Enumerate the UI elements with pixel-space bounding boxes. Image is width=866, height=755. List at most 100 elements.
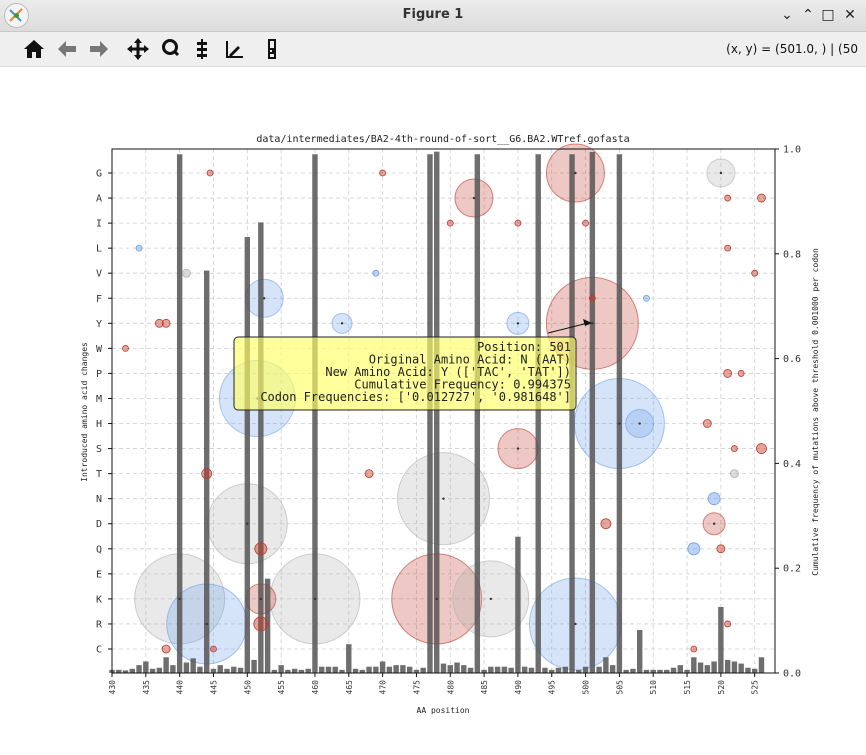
frequency-bar [731, 661, 738, 673]
frequency-bar [623, 669, 629, 673]
close-icon[interactable]: ✕ [844, 7, 856, 23]
x-tick-label: 455 [277, 680, 286, 695]
frequency-bar [244, 237, 251, 674]
y-axis-ticks: G A I L V F Y W P M H S T N D Q E K R C [96, 169, 112, 656]
annotation-arrow [547, 322, 589, 334]
x-tick-label: 500 [582, 680, 591, 695]
frequency-bar [406, 666, 413, 673]
frequency-bar [474, 154, 481, 674]
mutation-dot [643, 294, 650, 302]
frequency-bar [129, 668, 136, 673]
x-tick-label: 515 [683, 680, 692, 695]
chart-title: data/intermediates/BA2-4th-round-of-sort… [256, 134, 629, 145]
coords-readout: (x, y) = (501.0, ) | (50 [726, 42, 858, 56]
frequency-bar [521, 666, 528, 673]
app-icon [4, 3, 29, 28]
mutation-dot [364, 469, 374, 479]
mutation-dot [446, 219, 454, 227]
mutation-dot [751, 269, 759, 277]
maximize-icon[interactable]: ⌃ [802, 7, 814, 23]
y-tick-label: P [96, 369, 102, 380]
frequency-bar [569, 154, 575, 674]
x-tick-label: 465 [345, 680, 354, 695]
frequency-bar [589, 151, 596, 673]
frequency-bar [386, 666, 393, 673]
y2-tick-label: 0.2 [783, 564, 801, 575]
frequency-bar [359, 669, 366, 673]
mutation-dot [210, 645, 217, 653]
mutation-dot [723, 369, 733, 378]
back-button[interactable] [53, 35, 81, 63]
arrow-right-icon [90, 41, 108, 57]
restore-icon[interactable]: □ [821, 7, 835, 23]
frequency-bar [156, 667, 163, 673]
mutation-dot [687, 542, 701, 556]
save-button[interactable] [258, 35, 286, 63]
frequency-bar [197, 666, 203, 673]
annotation-line: Position: 501 [477, 340, 571, 354]
bubble-center [313, 597, 317, 601]
y-tick-label: A [96, 194, 102, 205]
frequency-bar [758, 657, 765, 673]
y-tick-label: F [96, 294, 102, 305]
y2-axis-label: Cumulative frequency of mutations above … [811, 248, 820, 576]
forward-button[interactable] [85, 35, 113, 63]
frequency-bar [657, 669, 663, 673]
frequency-bar [183, 662, 190, 673]
frequency-bar [508, 667, 514, 673]
frequency-bar [393, 665, 399, 673]
sliders-icon [197, 39, 207, 59]
frequency-bar [691, 657, 697, 673]
frequency-bar [704, 665, 711, 673]
home-icon [24, 40, 44, 58]
minimize-icon[interactable]: ⌄ [781, 7, 793, 23]
frequency-bar [609, 665, 616, 673]
frequency-bar [271, 669, 278, 673]
x-tick-label: 490 [514, 680, 523, 695]
frequency-bar [346, 644, 352, 673]
frequency-bar [278, 665, 284, 673]
frequency-bar [488, 666, 494, 673]
annotation-arrowhead [583, 319, 592, 326]
mutation-dot [161, 644, 171, 654]
pan-button[interactable] [124, 35, 152, 63]
frequency-bar [291, 668, 298, 673]
hover-annotation: Position: 501 Original Amino Acid: N (AA… [233, 319, 592, 411]
bubble-center [574, 171, 577, 175]
frequency-bar [332, 666, 338, 673]
frequency-bar [366, 666, 372, 673]
x-tick-label: 485 [480, 680, 489, 695]
mutation-chart[interactable]: 430 435 440 445 450 455 460 465 470 475 480 485 490 4… [0, 67, 866, 751]
arrow-left-icon [58, 41, 76, 57]
mutation-dot [514, 219, 522, 227]
bubble-center [712, 522, 716, 525]
frequency-bar [718, 606, 724, 673]
frequency-bar [562, 666, 568, 673]
frequency-bar [434, 151, 440, 673]
frequency-bar [325, 666, 332, 673]
y2-tick-label: 0.4 [783, 459, 801, 470]
y-axis-label: Introduced amino acid changes [80, 342, 89, 482]
dot-layer [122, 169, 767, 654]
mutation-dot [757, 193, 766, 203]
frequency-bar [664, 669, 670, 673]
configure-subplots-button[interactable] [188, 35, 216, 63]
frequency-bar [467, 667, 474, 673]
figure-canvas[interactable]: 430 435 440 445 450 455 460 465 470 475 480 485 490 4… [0, 67, 866, 751]
home-button[interactable] [20, 35, 48, 63]
mutation-dot [122, 344, 129, 352]
bubble-center [263, 297, 266, 300]
frequency-bar [630, 668, 636, 673]
y-tick-label: T [96, 469, 102, 480]
frequency-bar [535, 154, 541, 674]
y-tick-label: I [96, 219, 102, 230]
edit-axis-button[interactable] [220, 35, 248, 63]
zoom-button[interactable] [157, 35, 185, 63]
frequency-bar [305, 668, 311, 673]
frequency-bar [352, 668, 359, 673]
x-tick-label: 495 [548, 680, 557, 695]
frequency-bar [481, 669, 487, 673]
frequency-bar [217, 665, 223, 673]
x-tick-label: 475 [412, 680, 421, 695]
frequency-bar [440, 663, 447, 673]
